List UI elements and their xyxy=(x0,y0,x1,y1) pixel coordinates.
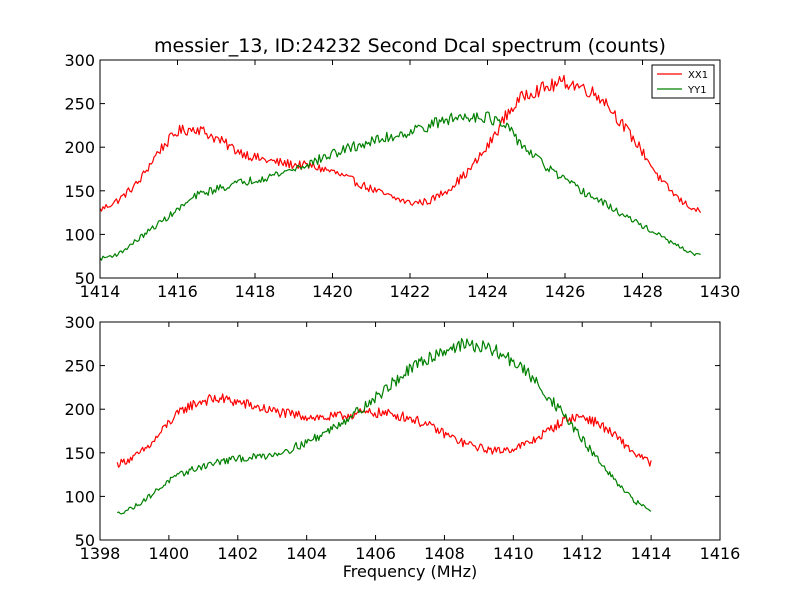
y-tick-label: 50 xyxy=(75,269,95,288)
series-line-green xyxy=(116,338,652,515)
x-tick-label: 1398 xyxy=(80,544,121,563)
y-tick-label: 200 xyxy=(64,138,95,157)
x-tick-label: 1414 xyxy=(631,544,672,563)
x-tick-label: 1426 xyxy=(545,282,586,301)
x-tick-label: 1402 xyxy=(217,544,258,563)
x-tick-label: 1428 xyxy=(622,282,663,301)
y-tick-label: 250 xyxy=(64,357,95,376)
y-tick-label: 100 xyxy=(64,487,95,506)
legend-label-xx1: XX1 xyxy=(688,70,708,81)
chart-panels: 1414 1416 1418 1420 1422 1424 1426 1428 1430 50 10… xyxy=(64,51,740,581)
x-tick-label: 1430 xyxy=(700,282,741,301)
x-tick-label: 1404 xyxy=(286,544,327,563)
y-tick-label: 150 xyxy=(64,182,95,201)
x-tick-label: 1400 xyxy=(149,544,190,563)
x-tick-label: 1408 xyxy=(424,544,465,563)
plot-frame xyxy=(99,321,721,541)
x-tick-label: 1416 xyxy=(157,282,198,301)
x-tick-label: 1412 xyxy=(562,544,603,563)
chart-title: messier_13, ID:24232 Second Dcal spectru… xyxy=(154,35,666,57)
x-tick-label: 1420 xyxy=(312,282,353,301)
x-tick-label: 1410 xyxy=(493,544,534,563)
series-line-red xyxy=(116,393,652,468)
legend-label-yy1: YY1 xyxy=(687,85,707,96)
x-tick-label: 1414 xyxy=(80,282,121,301)
x-tick-label: 1406 xyxy=(355,544,396,563)
x-tick-label: 1416 xyxy=(700,544,741,563)
chart-panel-2: 1398 1400 1402 1404 1406 1408 1410 1412 1414 1416… xyxy=(64,313,740,581)
y-tick-label: 150 xyxy=(64,444,95,463)
series-line-yy1 xyxy=(99,111,701,261)
y-tick-label: 100 xyxy=(64,225,95,244)
x-tick-label: 1418 xyxy=(235,282,276,301)
chart-panel-1: 1414 1416 1418 1420 1422 1424 1426 1428 1430 50 10… xyxy=(64,51,740,301)
series-line-xx1 xyxy=(99,74,702,214)
y-tick-label: 300 xyxy=(64,51,95,70)
y-tick-label: 50 xyxy=(75,531,95,550)
x-tick-label: 1424 xyxy=(467,282,508,301)
y-tick-label: 250 xyxy=(64,95,95,114)
legend-box xyxy=(651,64,715,99)
y-tick-label: 200 xyxy=(64,400,95,419)
x-axis-label: Frequency (MHz) xyxy=(343,562,477,581)
y-tick-label: 300 xyxy=(64,313,95,332)
x-tick-label: 1422 xyxy=(390,282,431,301)
